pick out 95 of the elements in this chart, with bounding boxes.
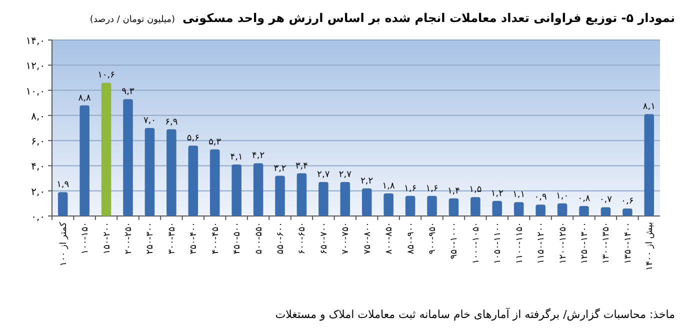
data-label: ۳,۴ xyxy=(295,161,308,172)
data-label: ۱,۲ xyxy=(490,188,504,199)
bar xyxy=(275,176,285,216)
x-tick-label: ۹۰۰-۹۵۰ xyxy=(428,222,438,254)
bar xyxy=(80,105,90,216)
bar xyxy=(101,82,112,216)
data-label: ۱,۸ xyxy=(382,181,395,192)
data-label: ۵,۳ xyxy=(208,137,222,148)
x-tick-label: ۱۲۵۰-۱۳۰۰ xyxy=(580,222,590,264)
text: ماخذ: محاسبات گزارش/ برگرفته از آمارهای خام سامانه ثبت معاملات املاک و مستغلات xyxy=(275,307,676,321)
x-tick-label: ۶۵۰-۷۰۰ xyxy=(319,222,330,254)
bar xyxy=(253,163,264,216)
bar xyxy=(557,203,568,216)
data-label: ۴,۲ xyxy=(252,151,265,162)
data-label: ۰,۹ xyxy=(534,192,547,203)
x-tick-label: ۲۰۰-۲۵۰ xyxy=(124,222,134,254)
data-label: ۱,۵ xyxy=(469,185,482,196)
x-tick-label: ۵۵۰-۶۰۰ xyxy=(276,222,286,254)
x-tick-label: ۴۰۰-۴۵۰ xyxy=(210,222,221,254)
data-label: ۲,۷ xyxy=(317,170,330,180)
y-tick-label: ۱۲,۰ xyxy=(26,61,45,72)
data-label: ۵,۶ xyxy=(186,134,200,144)
bar xyxy=(210,149,220,216)
y-tick-label: ۴,۰ xyxy=(31,162,45,173)
bar xyxy=(405,196,416,216)
data-label: ۸,۱ xyxy=(642,102,656,112)
chart-title: نمودار ۵- توزیع فراوانی تعداد معاملات انجام شده بر اساس ارزش هر واحد مسکونی xyxy=(182,11,675,25)
bar xyxy=(492,200,502,216)
data-label: ۶,۹ xyxy=(165,117,178,128)
x-tick-label: ۲۵۰-۳۰۰ xyxy=(146,222,156,254)
bar xyxy=(318,182,328,216)
data-label: ۹,۳ xyxy=(122,87,134,98)
data-label: ۰,۷ xyxy=(599,195,612,206)
data-label: ۴,۱ xyxy=(230,152,243,162)
data-label: ۳,۲ xyxy=(274,164,286,174)
x-tick-label: ۳۵۰-۴۰۰ xyxy=(189,222,200,254)
y-tick-label: ۱۰,۰ xyxy=(26,86,45,98)
bar xyxy=(470,197,480,216)
bar xyxy=(579,206,589,216)
data-label: ۱,۹ xyxy=(56,180,70,190)
bar xyxy=(296,173,307,216)
bar xyxy=(536,204,546,216)
y-tick-label: ۱۴,۰ xyxy=(26,36,45,47)
bar xyxy=(427,196,437,216)
data-label: ۲,۲ xyxy=(360,176,374,186)
x-tick-label: ۱۰۵۰-۱۱۰۰ xyxy=(493,222,504,264)
bar xyxy=(600,207,611,216)
bar xyxy=(144,128,155,216)
y-tick-label: ۲,۰ xyxy=(31,186,45,198)
data-label: ۱,۱ xyxy=(512,190,526,200)
data-label: ۱۰,۶ xyxy=(98,70,116,81)
x-tick-label: کمتر از ۱۰۰ xyxy=(58,221,69,266)
x-tick-label: ۶۰۰-۶۵۰ xyxy=(298,222,308,254)
x-tick-label: ۱۱۵۰-۱۲۰۰ xyxy=(536,222,547,264)
bar xyxy=(514,202,524,216)
data-label: ۷,۰ xyxy=(143,116,156,126)
x-tick-label: ۱۰۰۰-۱۰۵۰ xyxy=(471,222,482,264)
x-tick-label: ۹۵۰-۱۰۰۰ xyxy=(450,222,460,260)
bar xyxy=(188,146,198,216)
x-tick-label: ۱۱۰۰-۱۱۵۰ xyxy=(514,222,525,264)
data-label: ۲,۷ xyxy=(338,170,352,180)
bar xyxy=(644,114,654,216)
data-label: ۰,۶ xyxy=(621,196,634,206)
x-tick-label: ۵۰۰-۵۵۰ xyxy=(254,222,264,254)
x-tick-label: ۱۳۰۰-۱۳۵۰ xyxy=(602,222,612,264)
data-label: ۱,۶ xyxy=(426,184,438,194)
x-tick-label: ۸۰۰-۸۵۰ xyxy=(384,222,395,254)
bar xyxy=(232,164,242,216)
bar xyxy=(622,208,632,216)
chart-subtitle: (میلیون تومان / درصد) xyxy=(90,15,175,25)
bar xyxy=(166,129,176,216)
data-label: ۱,۰ xyxy=(556,191,569,202)
y-tick-label: ۸,۰ xyxy=(31,111,45,122)
x-tick-label: ۱۳۵۰-۱۴۰۰ xyxy=(623,222,634,264)
x-tick-label: ۱۰۰-۱۵۰ xyxy=(80,222,91,254)
y-tick-label: ۶,۰ xyxy=(31,136,45,148)
x-tick-label: ۷۵۰-۸۰۰ xyxy=(362,222,373,254)
data-label: ۸,۸ xyxy=(78,93,91,104)
data-label: ۱,۴ xyxy=(447,186,460,196)
x-tick-label: بیش از ۱۴۰۰ xyxy=(645,222,656,271)
bar xyxy=(123,99,133,216)
bar xyxy=(58,192,68,216)
y-tick-label: ۰,۰ xyxy=(31,212,45,223)
bar xyxy=(340,182,350,216)
bar xyxy=(448,198,459,216)
x-tick-label: ۷۰۰-۷۵۰ xyxy=(341,222,352,254)
x-tick-label: ۸۵۰-۹۰۰ xyxy=(406,222,416,254)
data-label: ۱,۶ xyxy=(404,184,417,194)
x-tick-label: ۱۲۰۰-۱۲۵۰ xyxy=(558,222,568,264)
x-tick-label: ۱۵۰-۲۰۰ xyxy=(102,222,112,254)
bar xyxy=(362,188,372,216)
x-tick-label: ۳۰۰-۳۵۰ xyxy=(167,222,178,254)
data-label: ۰,۸ xyxy=(578,194,590,204)
x-tick-label: ۴۵۰-۵۰۰ xyxy=(232,222,243,254)
bar xyxy=(384,193,394,216)
